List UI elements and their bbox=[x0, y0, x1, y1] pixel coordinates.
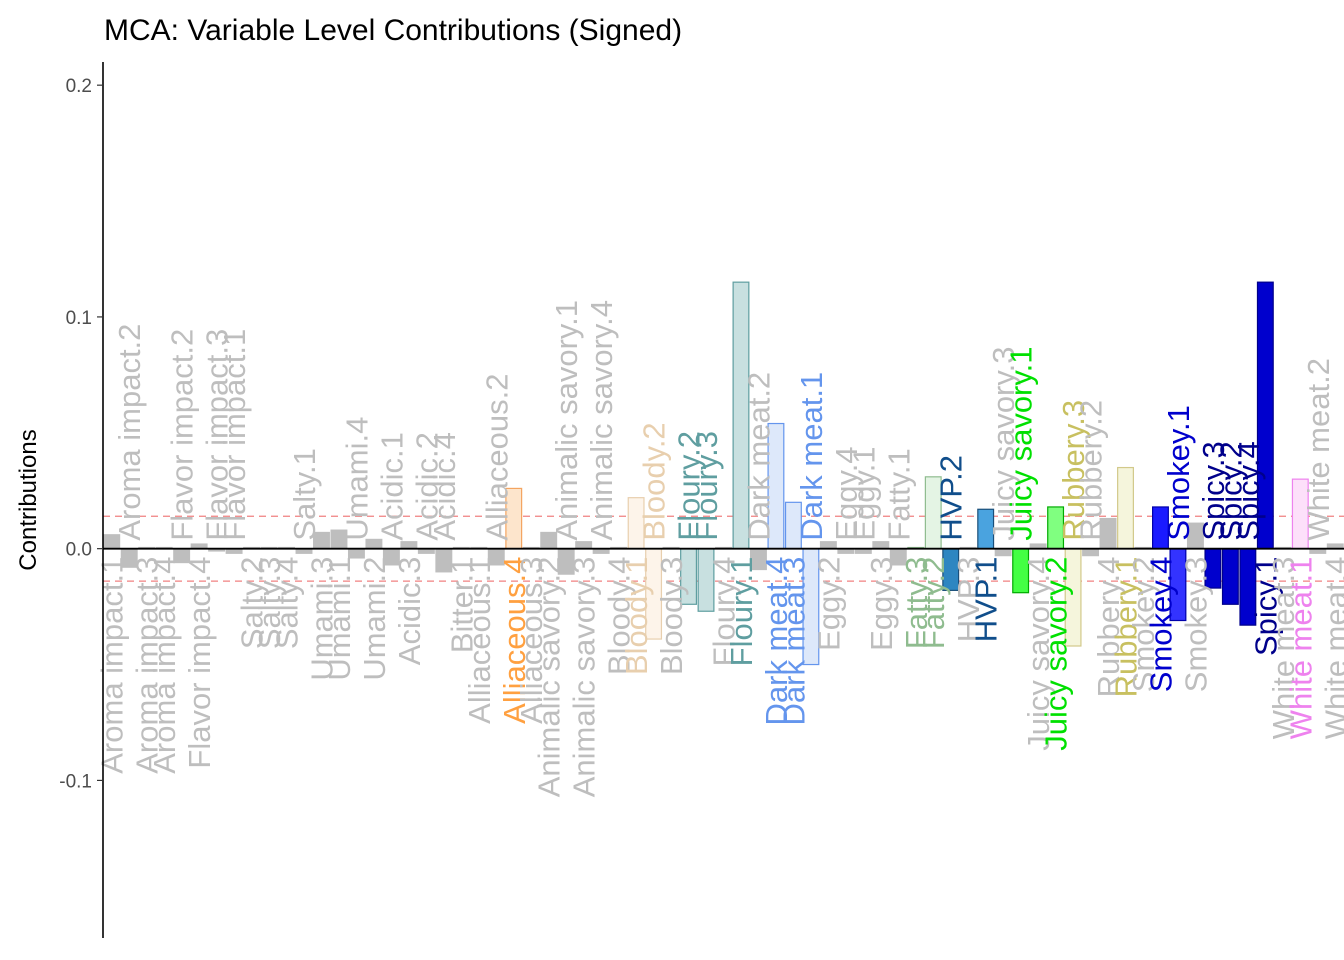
bar-label-15: Umami.2 bbox=[357, 557, 392, 681]
bar-label-9: Salty.3 bbox=[252, 557, 287, 649]
threshold-lines bbox=[103, 515, 1344, 582]
bar-41 bbox=[819, 541, 837, 550]
bar-label-51: Juicy savory.3 bbox=[986, 347, 1021, 541]
bar-label-34: Floury.3 bbox=[689, 431, 724, 541]
bar-label-28: Animalic savory.4 bbox=[584, 300, 619, 541]
bar-label-32: Bloody.3 bbox=[654, 557, 689, 675]
bar-label-56: Rubbery.2 bbox=[1074, 400, 1109, 541]
bar-label-69: White meat.2 bbox=[1301, 358, 1336, 541]
bar-label-20: Bitter.1 bbox=[444, 557, 479, 654]
bar-label-57: Rubbery.4 bbox=[1091, 557, 1126, 698]
bar-label-53: Juicy savory.4 bbox=[1021, 557, 1056, 751]
y-axis: -0.1 0.0 0.1 0.2 bbox=[59, 62, 1344, 938]
bar-label-11: Salty.1 bbox=[287, 448, 322, 540]
bar-label-49: HVP.3 bbox=[951, 557, 986, 643]
bar-label-25: Animalic savory.2 bbox=[532, 557, 567, 798]
bar-label-14: Umami.4 bbox=[339, 417, 374, 541]
bar-label-41: Eggy.2 bbox=[811, 557, 846, 651]
bar-label-31: Bloody.2 bbox=[637, 422, 672, 540]
bar-14 bbox=[347, 548, 365, 559]
bar-label-19: Acidic.4 bbox=[427, 432, 462, 541]
bar-label-70: White meat.4 bbox=[1318, 557, 1344, 740]
bar-27 bbox=[575, 541, 593, 550]
bar-label-23: Alliaceous.4 bbox=[497, 557, 532, 724]
bar-label-42: Eggy.4 bbox=[829, 446, 864, 540]
y-tick-label-1: 0.0 bbox=[66, 540, 92, 561]
bar-label-55: Rubbery.3 bbox=[1056, 400, 1091, 541]
bar-label-12: Umami.3 bbox=[304, 557, 339, 681]
bar-label-59: Smokey.2 bbox=[1126, 557, 1161, 693]
bar-56 bbox=[1082, 548, 1100, 557]
bar-17 bbox=[400, 541, 418, 550]
bar-label-3: Aroma impact.4 bbox=[147, 557, 182, 774]
bar-label-27: Animalic savory.3 bbox=[567, 557, 602, 798]
bar-label-17: Acidic.3 bbox=[392, 557, 427, 666]
bar-label-6: Flavor impact.3 bbox=[200, 329, 235, 541]
bar-label-40: Dark meat.1 bbox=[794, 372, 829, 541]
bar-label-38: Dark meat.4 bbox=[759, 557, 794, 726]
bar-label-45: Fatty.1 bbox=[881, 448, 916, 540]
bar-label-43: Eggy.1 bbox=[846, 446, 881, 540]
bar-51 bbox=[994, 548, 1012, 557]
bar-label-64: Spicy.2 bbox=[1213, 441, 1248, 540]
bar-label-4: Flavor impact.2 bbox=[165, 329, 200, 541]
bar-label-47: Fatty.2 bbox=[916, 557, 951, 649]
bar-label-1: Aroma impact.2 bbox=[112, 324, 147, 541]
bar-label-33: Floury.2 bbox=[672, 431, 707, 541]
bar-label-5: Flavor impact.4 bbox=[182, 557, 217, 769]
bar-label-8: Salty.2 bbox=[235, 557, 270, 649]
bar-label-13: Umami.1 bbox=[322, 557, 357, 681]
bar-label-61: Smokey.1 bbox=[1161, 405, 1196, 541]
bar-label-30: Bloody.1 bbox=[619, 557, 654, 675]
bar-label-68: White meat.1 bbox=[1283, 557, 1318, 740]
bar-label-39: Dark meat.3 bbox=[776, 557, 811, 726]
bar-label-2: Aroma impact.3 bbox=[130, 557, 165, 774]
bar-label-52: Juicy savory.1 bbox=[1004, 347, 1039, 541]
bar-label-29: Bloody.4 bbox=[602, 557, 637, 675]
bar-label-22: Alliaceous.2 bbox=[479, 374, 514, 541]
bar-58 bbox=[1117, 466, 1134, 550]
bar-label-50: HVP.1 bbox=[969, 557, 1004, 643]
bar-label-44: Eggy.3 bbox=[864, 557, 899, 651]
bar-label-46: Fatty.3 bbox=[899, 557, 934, 649]
bar-label-18: Acidic.2 bbox=[409, 432, 444, 541]
y-tick-label-0: -0.1 bbox=[59, 771, 92, 792]
bar-44 bbox=[872, 541, 890, 550]
y-tick-label-2: 0.1 bbox=[66, 308, 92, 329]
bar-label-37: Dark meat.2 bbox=[741, 372, 776, 541]
bars-group bbox=[103, 281, 1344, 666]
bar-label-24: Alliaceous.3 bbox=[514, 557, 549, 724]
y-tick-label-3: 0.2 bbox=[66, 76, 92, 97]
bar-label-7: Flavor impact.1 bbox=[217, 329, 252, 541]
bar-label-54: Juicy savory.2 bbox=[1039, 557, 1074, 751]
chart-title: MCA: Variable Level Contributions (Signe… bbox=[104, 14, 682, 47]
y-axis-label: Contributions bbox=[15, 429, 42, 570]
bar-label-36: Floury.1 bbox=[724, 557, 759, 667]
bar-label-67: White meat.3 bbox=[1266, 557, 1301, 740]
bar-64 bbox=[1221, 548, 1239, 605]
bar-label-10: Salty.4 bbox=[270, 557, 305, 649]
bar-label-26: Animalic savory.1 bbox=[549, 300, 584, 541]
bar-label-60: Smokey.4 bbox=[1143, 557, 1178, 693]
bar-label-35: Floury.4 bbox=[707, 557, 742, 667]
bar-label-16: Acidic.1 bbox=[374, 432, 409, 541]
bar-label-66: Spicy.1 bbox=[1248, 557, 1283, 656]
bar-label-0: Aroma impact.1 bbox=[95, 557, 130, 774]
bar-label-21: Alliaceous.1 bbox=[462, 557, 497, 724]
bar-label-58: Rubbery.1 bbox=[1109, 557, 1144, 698]
bar-label-63: Spicy.3 bbox=[1196, 441, 1231, 540]
bar-label-48: HVP.2 bbox=[934, 455, 969, 541]
bar-label-62: Smokey.3 bbox=[1178, 557, 1213, 693]
bar-label-65: Spicy.4 bbox=[1231, 441, 1266, 540]
